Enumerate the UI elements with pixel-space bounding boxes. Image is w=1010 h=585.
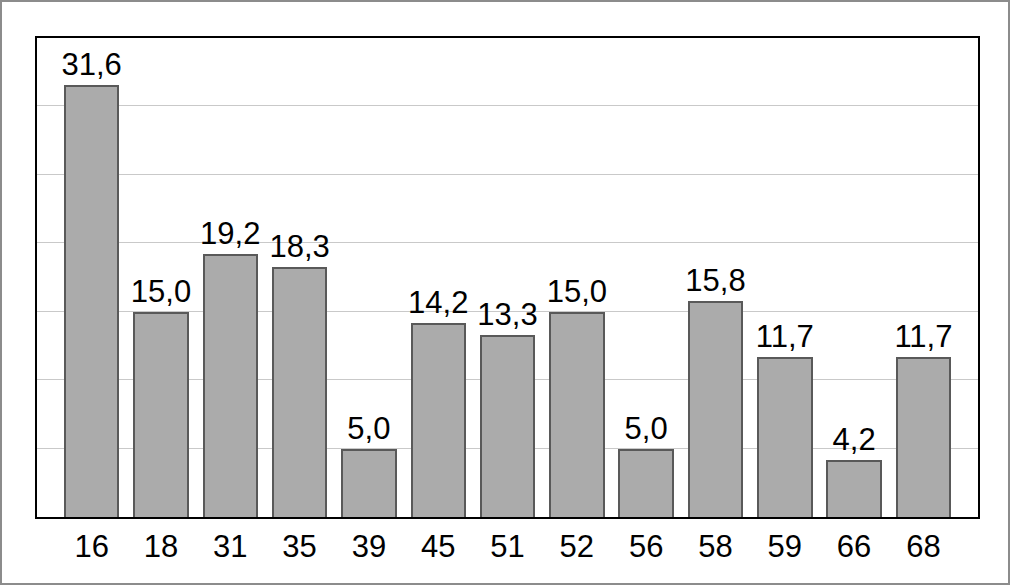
bar-31: 19,2	[203, 254, 258, 517]
bar-59: 11,7	[757, 357, 812, 517]
bar-slot: 14,2	[404, 38, 473, 517]
bar-16: 31,6	[64, 85, 119, 517]
plot-area: 31,6 15,0 19,2 18,3 5,0 14,2 13,3 15,0 5,0 15,8 11…	[35, 36, 980, 519]
bar-value-label: 11,7	[756, 321, 814, 352]
bar-slot: 5,0	[612, 38, 681, 517]
bar-value-label: 31,6	[61, 49, 121, 80]
x-tick-label-51: 51	[473, 531, 542, 562]
bar-slot: 13,3	[473, 38, 542, 517]
bar-slot: 5,0	[334, 38, 403, 517]
bar-value-label: 15,8	[685, 265, 745, 296]
x-tick-label-68: 68	[889, 531, 958, 562]
bar-value-label: 15,0	[131, 276, 191, 307]
x-tick-label-56: 56	[612, 531, 681, 562]
bar-slot: 15,0	[126, 38, 195, 517]
bar-45: 14,2	[411, 323, 466, 517]
bar-68: 11,7	[896, 357, 951, 517]
bar-slot: 19,2	[196, 38, 265, 517]
bar-slot: 11,7	[889, 38, 958, 517]
x-tick-label-52: 52	[542, 531, 611, 562]
bar-value-label: 13,3	[477, 299, 537, 330]
bar-value-label: 15,0	[547, 276, 607, 307]
x-tick-label-35: 35	[265, 531, 334, 562]
bar-slot: 15,0	[542, 38, 611, 517]
x-tick-label-59: 59	[750, 531, 819, 562]
bar-56: 5,0	[618, 449, 673, 517]
x-tick-label-16: 16	[57, 531, 126, 562]
bar-value-label: 11,7	[894, 321, 952, 352]
bar-value-label: 18,3	[269, 231, 329, 262]
bar-52: 15,0	[549, 312, 604, 517]
bar-slot: 31,6	[57, 38, 126, 517]
bar-slot: 4,2	[819, 38, 888, 517]
bar-value-label: 5,0	[625, 413, 668, 444]
bar-value-label: 5,0	[347, 413, 390, 444]
x-tick-label-39: 39	[334, 531, 403, 562]
chart-canvas: 31,6 15,0 19,2 18,3 5,0 14,2 13,3 15,0 5,0 15,8 11…	[0, 0, 1010, 585]
x-tick-label-45: 45	[404, 531, 473, 562]
bar-value-label: 4,2	[833, 424, 876, 455]
bar-51: 13,3	[480, 335, 535, 517]
x-axis-labels: 16183135394551525658596668	[57, 531, 958, 562]
bar-66: 4,2	[826, 460, 881, 517]
x-tick-label-66: 66	[819, 531, 888, 562]
bar-value-label: 19,2	[200, 218, 260, 249]
x-tick-label-58: 58	[681, 531, 750, 562]
bar-slot: 18,3	[265, 38, 334, 517]
bar-18: 15,0	[133, 312, 188, 517]
bar-58: 15,8	[688, 301, 743, 517]
bar-value-label: 14,2	[408, 287, 468, 318]
bar-39: 5,0	[341, 449, 396, 517]
bars-row: 31,6 15,0 19,2 18,3 5,0 14,2 13,3 15,0 5,0 15,8 11…	[57, 38, 958, 517]
bar-slot: 11,7	[750, 38, 819, 517]
x-tick-label-31: 31	[196, 531, 265, 562]
bar-slot: 15,8	[681, 38, 750, 517]
x-tick-label-18: 18	[126, 531, 195, 562]
bar-35: 18,3	[272, 267, 327, 517]
